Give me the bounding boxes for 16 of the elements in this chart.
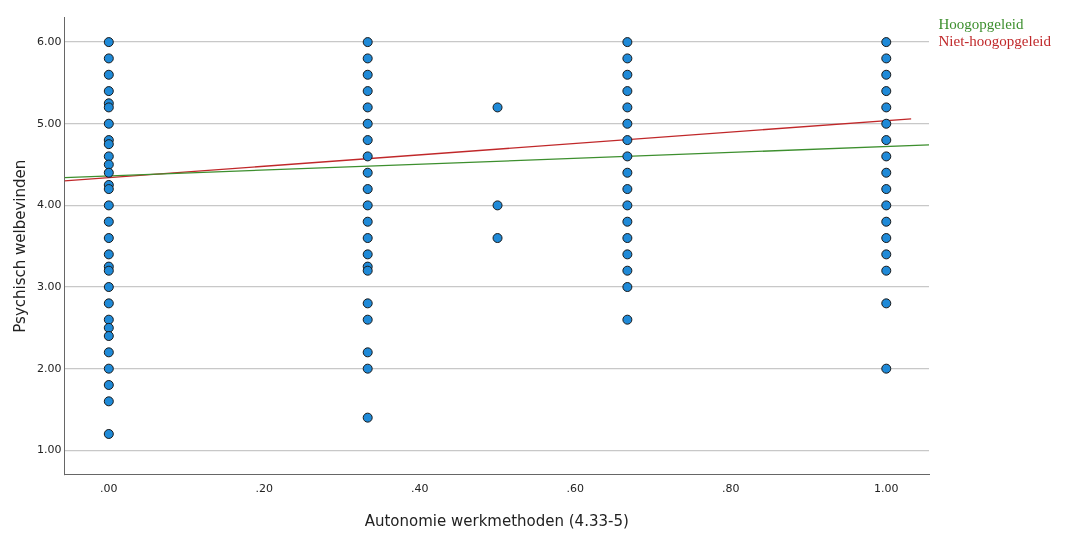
x-tick-label: .00 — [100, 482, 118, 496]
x-tick-label: 1.00 — [874, 482, 899, 496]
x-tick-label: .80 — [722, 482, 740, 496]
text: Hoogopgeleid — [938, 16, 1025, 33]
y-axis-title: Psychisch welbevinden — [10, 159, 29, 333]
x-tick-label: .20 — [255, 482, 274, 496]
y-tick-label: 3.00 — [36, 279, 62, 293]
y-tick-label: 1.00 — [36, 443, 62, 457]
y-tick-label: 6.00 — [36, 34, 62, 48]
x-tick-label: .60 — [566, 482, 585, 496]
text: Niet-hoogopgeleid — [938, 33, 1052, 50]
x-axis-title: Autonomie werkmethoden (4.33-5) — [364, 511, 629, 530]
y-tick-label: 4.00 — [36, 198, 62, 212]
x-tick-label: .40 — [411, 482, 429, 496]
y-tick-label: 5.00 — [36, 116, 62, 130]
y-tick-label: 2.00 — [36, 361, 62, 375]
